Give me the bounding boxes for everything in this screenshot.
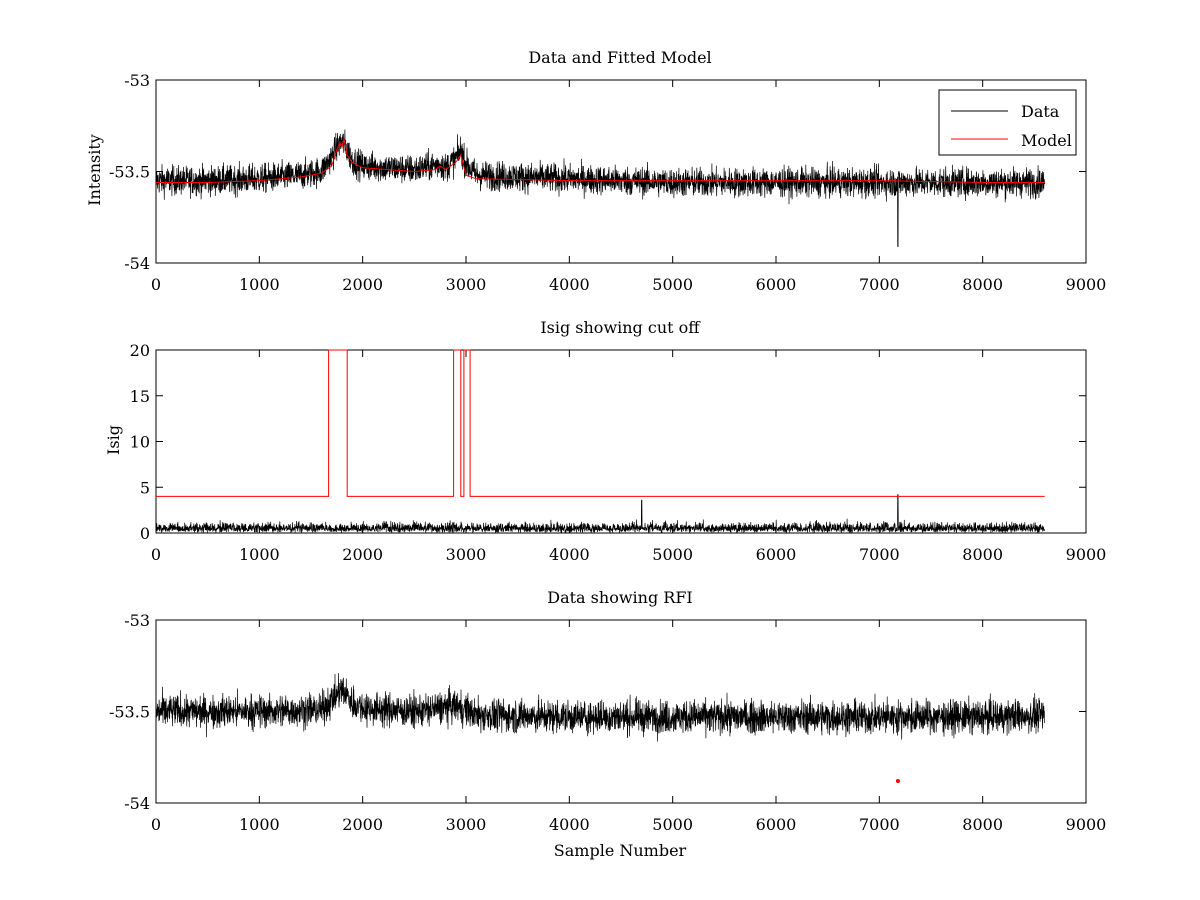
legend-label-data: Data [1021, 102, 1060, 121]
series-line-2-0 [155, 673, 1046, 742]
x-tick-label: 5000 [652, 815, 693, 834]
plot-area-1: 0 1000 2000 3000 4000 5000 6000 7000 8000 9000 -54… [109, 71, 1106, 294]
x-tick-label: 9000 [1066, 545, 1107, 564]
x-tick-label: 6000 [756, 815, 797, 834]
y-tick-label: 10 [130, 433, 150, 452]
x-tick-label: 1000 [239, 275, 280, 294]
x-tick-label: 8000 [962, 545, 1003, 564]
x-tick-label: 8000 [962, 275, 1003, 294]
rfi-marker [895, 779, 900, 784]
x-tick-label: 7000 [859, 815, 900, 834]
x-tick-label: 9000 [1066, 275, 1107, 294]
y-tick-label: 0 [140, 524, 150, 543]
x-tick-label: 8000 [962, 815, 1003, 834]
series-line-1-1 [156, 349, 1045, 497]
panel-data-showing-rfi: Data showing RFI Sample Number 0 1000 2000… [109, 588, 1106, 860]
x-tick-label: 5000 [652, 545, 693, 564]
y-tick-label: 5 [140, 478, 150, 497]
y-axis-label-1: Intensity [85, 134, 104, 206]
x-tick-label: 3000 [446, 275, 487, 294]
plot-area-2: 0 1000 2000 3000 4000 5000 6000 7000 8000 9000 0 5 1… [130, 341, 1107, 564]
x-tick-label: 4000 [549, 815, 590, 834]
x-tick-label: 2000 [342, 545, 383, 564]
legend: Data Model [938, 89, 1077, 156]
panel-isig-cut-off: Isig showing cut off Isig 0 1000 2000 3000 4… [104, 318, 1106, 564]
x-tick-label: 5000 [652, 275, 693, 294]
chart-title-2: Isig showing cut off [540, 318, 701, 337]
y-tick-label: -53 [124, 71, 150, 90]
chart-title-1: Data and Fitted Model [528, 48, 711, 67]
y-tick-label: -53.5 [109, 163, 150, 182]
y-tick-label: -53.5 [109, 703, 150, 722]
x-tick-label: 3000 [446, 545, 487, 564]
y-tick-label: -54 [124, 254, 150, 273]
legend-box [938, 89, 1077, 156]
x-tick-label: 4000 [549, 545, 590, 564]
y-tick-label: 15 [130, 387, 150, 406]
x-tick-label: 3000 [446, 815, 487, 834]
x-tick-label: 7000 [859, 275, 900, 294]
x-tick-label: 1000 [239, 545, 280, 564]
x-axis-label-3: Sample Number [554, 841, 687, 860]
x-tick-label: 9000 [1066, 815, 1107, 834]
series-line-data [155, 129, 1046, 247]
legend-label-model: Model [1021, 131, 1072, 150]
y-axis-label-2: Isig [104, 425, 123, 455]
x-tick-label: 6000 [756, 545, 797, 564]
x-tick-label: 0 [151, 815, 161, 834]
y-tick-label: -54 [124, 794, 150, 813]
x-tick-label: 6000 [756, 275, 797, 294]
plot-area-3: 0 1000 2000 3000 4000 5000 6000 7000 8000 9000 -54… [109, 611, 1106, 834]
chart-title-3: Data showing RFI [547, 588, 692, 607]
x-tick-label: 2000 [342, 275, 383, 294]
x-tick-label: 1000 [239, 815, 280, 834]
x-tick-label: 0 [151, 275, 161, 294]
panel-data-fitted-model: Data and Fitted Model Intensity 0 1000 200… [85, 48, 1106, 294]
series-line-1-0 [155, 494, 1046, 534]
series-line-model [156, 138, 1045, 183]
x-tick-label: 4000 [549, 275, 590, 294]
x-tick-label: 0 [151, 545, 161, 564]
x-tick-label: 7000 [859, 545, 900, 564]
x-tick-label: 2000 [342, 815, 383, 834]
y-tick-label: 20 [130, 341, 150, 360]
y-tick-label: -53 [124, 611, 150, 630]
